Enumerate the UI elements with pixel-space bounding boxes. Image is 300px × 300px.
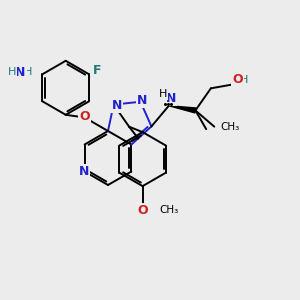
Text: N: N [78, 165, 89, 178]
Text: N: N [166, 92, 176, 105]
Polygon shape [169, 106, 196, 113]
Text: N: N [137, 94, 148, 107]
Text: N: N [111, 99, 122, 112]
Text: N: N [15, 66, 26, 79]
Text: CH₃: CH₃ [220, 122, 239, 132]
Text: O: O [79, 110, 90, 123]
Text: F: F [93, 64, 101, 77]
Text: O: O [137, 203, 148, 217]
Text: O: O [232, 73, 243, 86]
Text: H: H [24, 67, 32, 77]
Text: H: H [159, 89, 167, 99]
Text: CH₃: CH₃ [160, 205, 179, 215]
Text: H: H [8, 67, 16, 77]
Text: H: H [240, 75, 249, 85]
